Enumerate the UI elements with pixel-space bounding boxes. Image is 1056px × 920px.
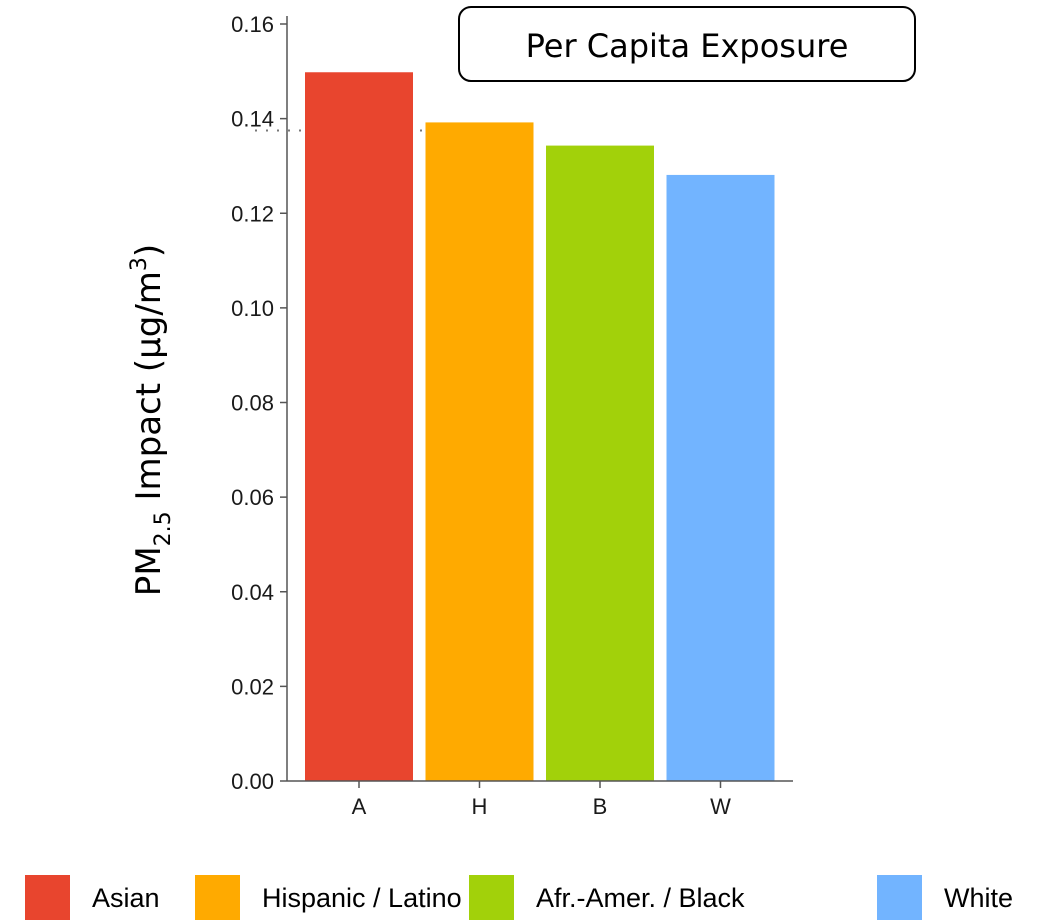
legend-label: Hispanic / Latino (262, 883, 462, 913)
bar-w (666, 174, 775, 781)
y-axis-label-suffix: ) (129, 244, 169, 257)
chart-title: Per Capita Exposure (526, 27, 849, 65)
y-axis-label-prefix: PM (129, 546, 169, 596)
y-tick-label: 0.02 (231, 674, 274, 699)
y-axis-label-superscript: 3 (127, 257, 152, 271)
legend-label: Asian (92, 883, 160, 913)
y-tick-label: 0.12 (231, 201, 274, 226)
x-tick-label: W (710, 794, 731, 819)
chart-title-box: Per Capita Exposure (458, 6, 916, 82)
y-tick-label: 0.04 (231, 580, 274, 605)
legend-swatch (25, 875, 70, 920)
y-tick-label: 0.10 (231, 296, 274, 321)
axes (286, 16, 793, 782)
y-tick-label: 0.16 (231, 12, 274, 37)
y-tick-label: 0.08 (231, 391, 274, 416)
bars (305, 72, 775, 782)
bar-b (546, 145, 654, 781)
x-tick-label: A (352, 794, 367, 819)
bar-h (425, 122, 534, 781)
legend: Asian Hispanic / Latino Afr.-Amer. / Black… (25, 875, 1013, 920)
y-axis-label: PM2.5 Impact (µg/m3) (127, 244, 176, 596)
legend-label: Afr.-Amer. / Black (536, 883, 745, 913)
y-tick-label: 0.00 (231, 769, 274, 794)
y-axis-label-middle: Impact (µg/m (129, 271, 169, 511)
legend-swatch (877, 875, 922, 920)
y-axis-label-subscript: 2.5 (151, 511, 176, 546)
x-tick-label: H (472, 794, 488, 819)
y-tick-label: 0.14 (231, 107, 274, 132)
legend-label: White (944, 883, 1013, 913)
bar-a (305, 72, 413, 782)
x-tick-label: B (593, 794, 608, 819)
legend-swatch (195, 875, 240, 920)
legend-swatch (469, 875, 514, 920)
title-box-border (458, 6, 916, 82)
y-tick-label: 0.06 (231, 485, 274, 510)
y-ticks: 0.00 0.02 0.04 0.06 0.08 0.10 0.12 0.14 0.16 (231, 12, 287, 794)
